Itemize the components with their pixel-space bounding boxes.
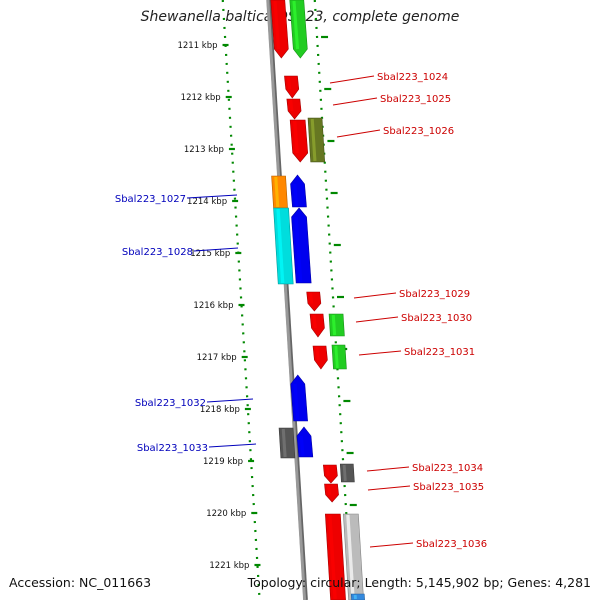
- label-leader: [353, 292, 397, 299]
- gene-label: Sbal223_1034: [412, 463, 483, 474]
- gene-feature-shine: [326, 484, 331, 495]
- gene-feature: [284, 75, 300, 99]
- gene-feature: [328, 313, 345, 337]
- gene-label: Sbal223_1028: [122, 247, 193, 258]
- gene-feature: [271, 175, 288, 209]
- kbp-label: 1221 kbp: [209, 561, 249, 571]
- kbp-label: 1217 kbp: [197, 353, 237, 363]
- label-leader: [366, 466, 410, 472]
- gene-feature: [307, 117, 326, 163]
- gene-label: Sbal223_1027: [115, 194, 186, 205]
- gene-feature-shine: [293, 383, 300, 421]
- gene-feature-shine: [292, 120, 299, 154]
- gene-feature: [306, 291, 322, 312]
- gene-feature-shine: [289, 99, 294, 112]
- kbp-label: 1211 kbp: [177, 41, 217, 51]
- gene-feature: [350, 593, 365, 600]
- label-leader: [358, 350, 402, 356]
- gene-feature-shine: [309, 292, 314, 304]
- gene-feature: [289, 0, 308, 59]
- gene-feature-shine: [294, 216, 303, 283]
- gene-feature-shine: [331, 314, 337, 336]
- gene-feature: [290, 374, 308, 422]
- label-leader: [355, 316, 399, 323]
- gene-label: Sbal223_1026: [383, 126, 454, 137]
- label-leader: [329, 75, 375, 84]
- kbp-label: 1214 kbp: [187, 197, 227, 207]
- gene-feature: [324, 483, 339, 503]
- gene-feature-shine: [334, 345, 339, 369]
- gene-feature: [312, 345, 328, 370]
- gene-label: Sbal223_1032: [135, 398, 206, 409]
- kbp-label: 1215 kbp: [190, 249, 230, 259]
- gene-feature-shine: [293, 183, 299, 207]
- gene-feature: [278, 427, 296, 459]
- label-leader: [332, 97, 378, 106]
- gene-feature-shine: [328, 514, 337, 600]
- gene-feature-shine: [325, 465, 330, 476]
- gene-feature: [286, 98, 302, 120]
- gene-feature-shine: [274, 176, 280, 208]
- kbp-label: 1213 kbp: [184, 145, 224, 155]
- gene-feature-shine: [315, 346, 320, 361]
- accession-text: Accession: NC_011663: [9, 575, 152, 590]
- gene-feature-shine: [292, 0, 300, 50]
- gene-feature-shine: [299, 435, 305, 457]
- gene-label: Sbal223_1033: [137, 443, 208, 454]
- label-leader: [193, 247, 239, 252]
- label-leader: [336, 129, 381, 138]
- gene-feature: [322, 464, 338, 484]
- gene-feature-shine: [346, 514, 355, 600]
- gene-label: Sbal223_1029: [399, 289, 470, 300]
- kbp-label: 1219 kbp: [203, 457, 243, 467]
- gene-label: Sbal223_1030: [401, 313, 472, 324]
- gene-feature-shine: [310, 118, 317, 162]
- gene-feature-shine: [276, 208, 285, 284]
- gene-feature-shine: [281, 428, 287, 458]
- right-guide-dots: [313, 0, 353, 600]
- label-leader: [186, 194, 238, 199]
- gene-feature: [289, 119, 309, 163]
- gene-feature-shine: [286, 76, 292, 90]
- kbp-label: 1220 kbp: [206, 509, 246, 519]
- gene-label: Sbal223_1036: [416, 539, 487, 550]
- backbone-line: [266, 0, 307, 600]
- gene-feature-shine: [273, 0, 281, 50]
- gene-feature-shine: [312, 314, 317, 329]
- gene-label: Sbal223_1024: [377, 72, 448, 83]
- gene-feature: [296, 426, 314, 458]
- gene-feature: [339, 463, 355, 483]
- kbp-label: 1212 kbp: [181, 93, 221, 103]
- kbp-label: 1216 kbp: [193, 301, 233, 311]
- label-leader: [367, 485, 411, 491]
- label-leader: [369, 542, 414, 548]
- gene-label: Sbal223_1031: [404, 347, 475, 358]
- gene-label: Sbal223_1025: [380, 94, 451, 105]
- gene-feature: [331, 344, 347, 370]
- label-leader: [206, 398, 254, 403]
- genome-summary-text: Topology: circular; Length: 5,145,902 bp…: [247, 575, 591, 590]
- gene-feature: [290, 174, 307, 208]
- left-guide-dots: [221, 0, 261, 600]
- gene-feature: [309, 313, 325, 338]
- label-leader: [208, 443, 257, 448]
- kbp-label: 1218 kbp: [200, 405, 240, 415]
- gene-label: Sbal223_1035: [413, 482, 484, 493]
- gene-feature-shine: [342, 464, 347, 482]
